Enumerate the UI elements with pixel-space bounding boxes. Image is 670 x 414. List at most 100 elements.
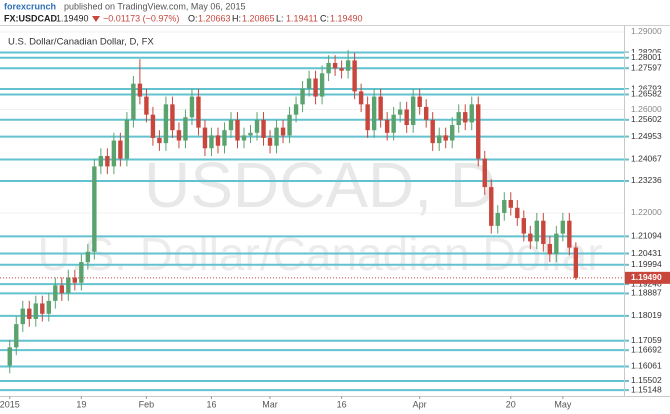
y-tick-label: 1.29000 [631, 26, 662, 36]
candle-body [274, 127, 279, 146]
ohlc-label: L: [276, 13, 284, 23]
candle-body [326, 62, 331, 74]
candle-body [85, 251, 91, 263]
level-tag [625, 259, 670, 270]
candle-body [163, 104, 169, 144]
candle-body [560, 220, 566, 234]
level-tag [625, 248, 670, 259]
candle-body [371, 96, 377, 131]
candle-body [20, 308, 25, 325]
candle-body [280, 127, 286, 136]
candle-body [235, 119, 240, 141]
candle-body [554, 233, 559, 255]
candle-body [111, 140, 117, 167]
level-label: 1.19994 [631, 259, 662, 269]
candle-body [502, 200, 507, 213]
candle-body [495, 212, 500, 226]
candle-body [456, 112, 461, 126]
candle-body [202, 127, 208, 149]
level-label: 1.24953 [631, 131, 662, 141]
candle-body [196, 96, 201, 128]
level-tag [625, 288, 670, 299]
candle-body [7, 347, 12, 366]
candle-body [157, 137, 162, 144]
candle-body [319, 73, 325, 97]
candle-body [118, 140, 123, 159]
candle-body [137, 83, 143, 97]
level-label: 1.15148 [631, 384, 662, 394]
last-price-label: 1.19490 [631, 272, 662, 282]
level-label: 1.18019 [631, 310, 662, 320]
ohlc-label: O: [188, 13, 198, 23]
candle-body [306, 78, 312, 89]
candle-body [287, 114, 292, 136]
candle-body [59, 285, 65, 294]
level-tag [625, 385, 670, 396]
symbol: FX:USDCAD [4, 13, 57, 23]
candle-body [450, 125, 455, 141]
candle-body [547, 243, 553, 255]
x-tick-label: Feb [139, 399, 155, 409]
candle-body [248, 132, 253, 136]
published: published on TradingView.com, May 06, 20… [64, 1, 245, 11]
candle-body [14, 324, 19, 348]
x-tick-label: 19 [76, 399, 86, 409]
level-tag [625, 63, 670, 74]
last-price-tag [625, 271, 670, 284]
candle-body [144, 96, 149, 115]
level-label: 1.24067 [631, 154, 662, 164]
level-tag [625, 375, 670, 386]
ohlc-label: C: [320, 13, 329, 23]
candle-body [176, 130, 182, 141]
candle-body [105, 156, 110, 167]
level-label: 1.16692 [631, 344, 662, 354]
candle-body [437, 135, 442, 144]
down-arrow [92, 16, 100, 22]
candle-body [222, 130, 227, 146]
y-tick-label: 1.22000 [631, 207, 662, 217]
candle-body [261, 119, 266, 138]
candle-body [443, 135, 448, 141]
ohlc-value: 1.19411 [286, 13, 318, 23]
candle-body [254, 119, 260, 133]
candle-body [567, 220, 572, 248]
candle-body [573, 247, 579, 278]
ohlc-value: 1.20663 [198, 13, 231, 23]
level-label: 1.25602 [631, 114, 662, 124]
level-label: 1.28001 [631, 52, 662, 62]
chart-title: U.S. Dollar/Canadian Dollar, D, FX [8, 37, 154, 48]
level-label: 1.23236 [631, 175, 662, 185]
candle-body [345, 60, 351, 71]
level-tag [625, 89, 670, 100]
price: 1.19490 [56, 13, 89, 23]
candle-body [410, 96, 416, 126]
level-label: 1.15502 [631, 375, 662, 385]
x-tick-label: 16 [337, 399, 347, 409]
watermark-symbol: USDCAD, D [144, 149, 496, 221]
level-label: 1.18887 [631, 288, 662, 298]
candle-body [293, 104, 299, 115]
candle-body [170, 104, 175, 131]
candle-body [489, 187, 494, 226]
level-tag [625, 175, 670, 186]
candle-body [365, 104, 370, 131]
brand[interactable]: forexcrunch [4, 1, 56, 11]
candle-body [358, 91, 364, 105]
level-tag [625, 47, 670, 58]
candle-body [33, 303, 38, 319]
x-tick-label: Mar [262, 399, 278, 409]
candle-body [515, 207, 520, 219]
y-tick-label: 1.26000 [631, 104, 662, 114]
candle-body [27, 308, 32, 319]
candle-body [79, 262, 84, 283]
candle-body [528, 233, 533, 242]
candle-body [469, 104, 474, 123]
level-tag [625, 345, 670, 356]
candle-body [189, 96, 195, 118]
ohlc-label: H: [232, 13, 241, 23]
candle-body [66, 277, 71, 294]
candle-body [267, 137, 273, 146]
level-label: 1.21094 [631, 231, 662, 241]
